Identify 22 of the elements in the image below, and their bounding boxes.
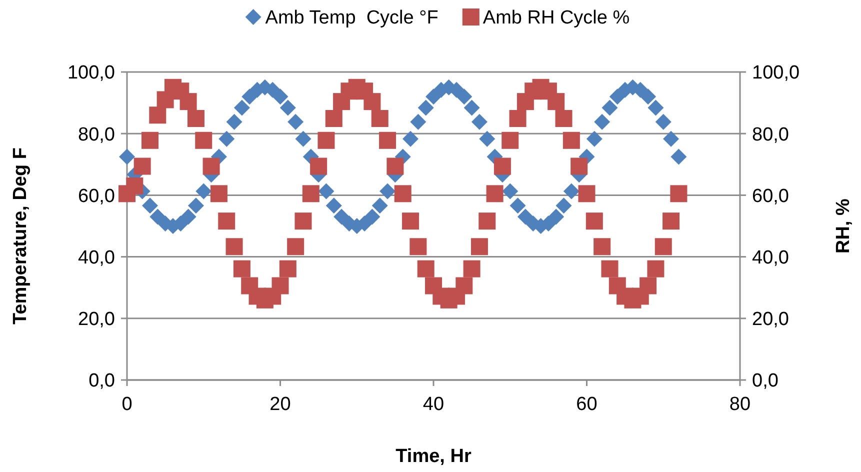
y-tick-label: 60,0 — [78, 186, 115, 207]
y-tick-label: 20,0 — [78, 309, 115, 330]
y-axis-title: Temperature, Deg F — [10, 147, 31, 325]
y-tick-label: 100,0 — [67, 62, 115, 84]
y2-tick-label: 80,0 — [752, 124, 789, 146]
y2-axis-title: RH, % — [833, 198, 854, 254]
x-tick-label: 80 — [729, 394, 751, 415]
x-tick-label: 20 — [270, 394, 291, 415]
y-tick-label: 80,0 — [78, 124, 115, 146]
legend-label: Amb Temp Cycle °F — [265, 8, 438, 29]
y2-tick-label: 40,0 — [752, 247, 789, 268]
y-tick-label: 0,0 — [88, 370, 115, 392]
y2-tick-label: 20,0 — [752, 309, 789, 330]
x-tick-label: 0 — [122, 394, 132, 415]
y2-tick-label: 60,0 — [752, 186, 789, 207]
legend-label: Amb RH Cycle % — [482, 8, 630, 29]
x-axis-title: Time, Hr — [396, 446, 472, 467]
y-tick-label: 40,0 — [78, 247, 115, 268]
x-tick-label: 60 — [576, 394, 598, 415]
y2-tick-label: 0,0 — [752, 370, 778, 392]
x-tick-label: 40 — [422, 394, 444, 415]
y2-tick-label: 100,0 — [752, 62, 800, 84]
